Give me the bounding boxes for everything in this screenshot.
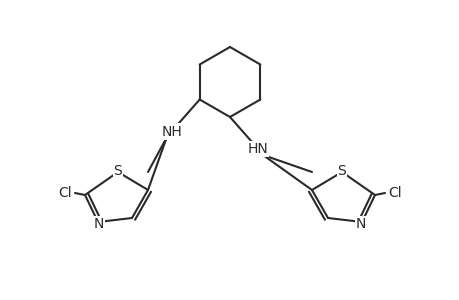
Text: HN: HN xyxy=(247,142,268,156)
Text: S: S xyxy=(337,164,346,178)
Text: S: S xyxy=(113,164,122,178)
Text: N: N xyxy=(94,217,104,231)
Text: Cl: Cl xyxy=(387,186,401,200)
Text: N: N xyxy=(355,217,365,231)
Text: Cl: Cl xyxy=(58,186,72,200)
Text: NH: NH xyxy=(161,124,182,139)
